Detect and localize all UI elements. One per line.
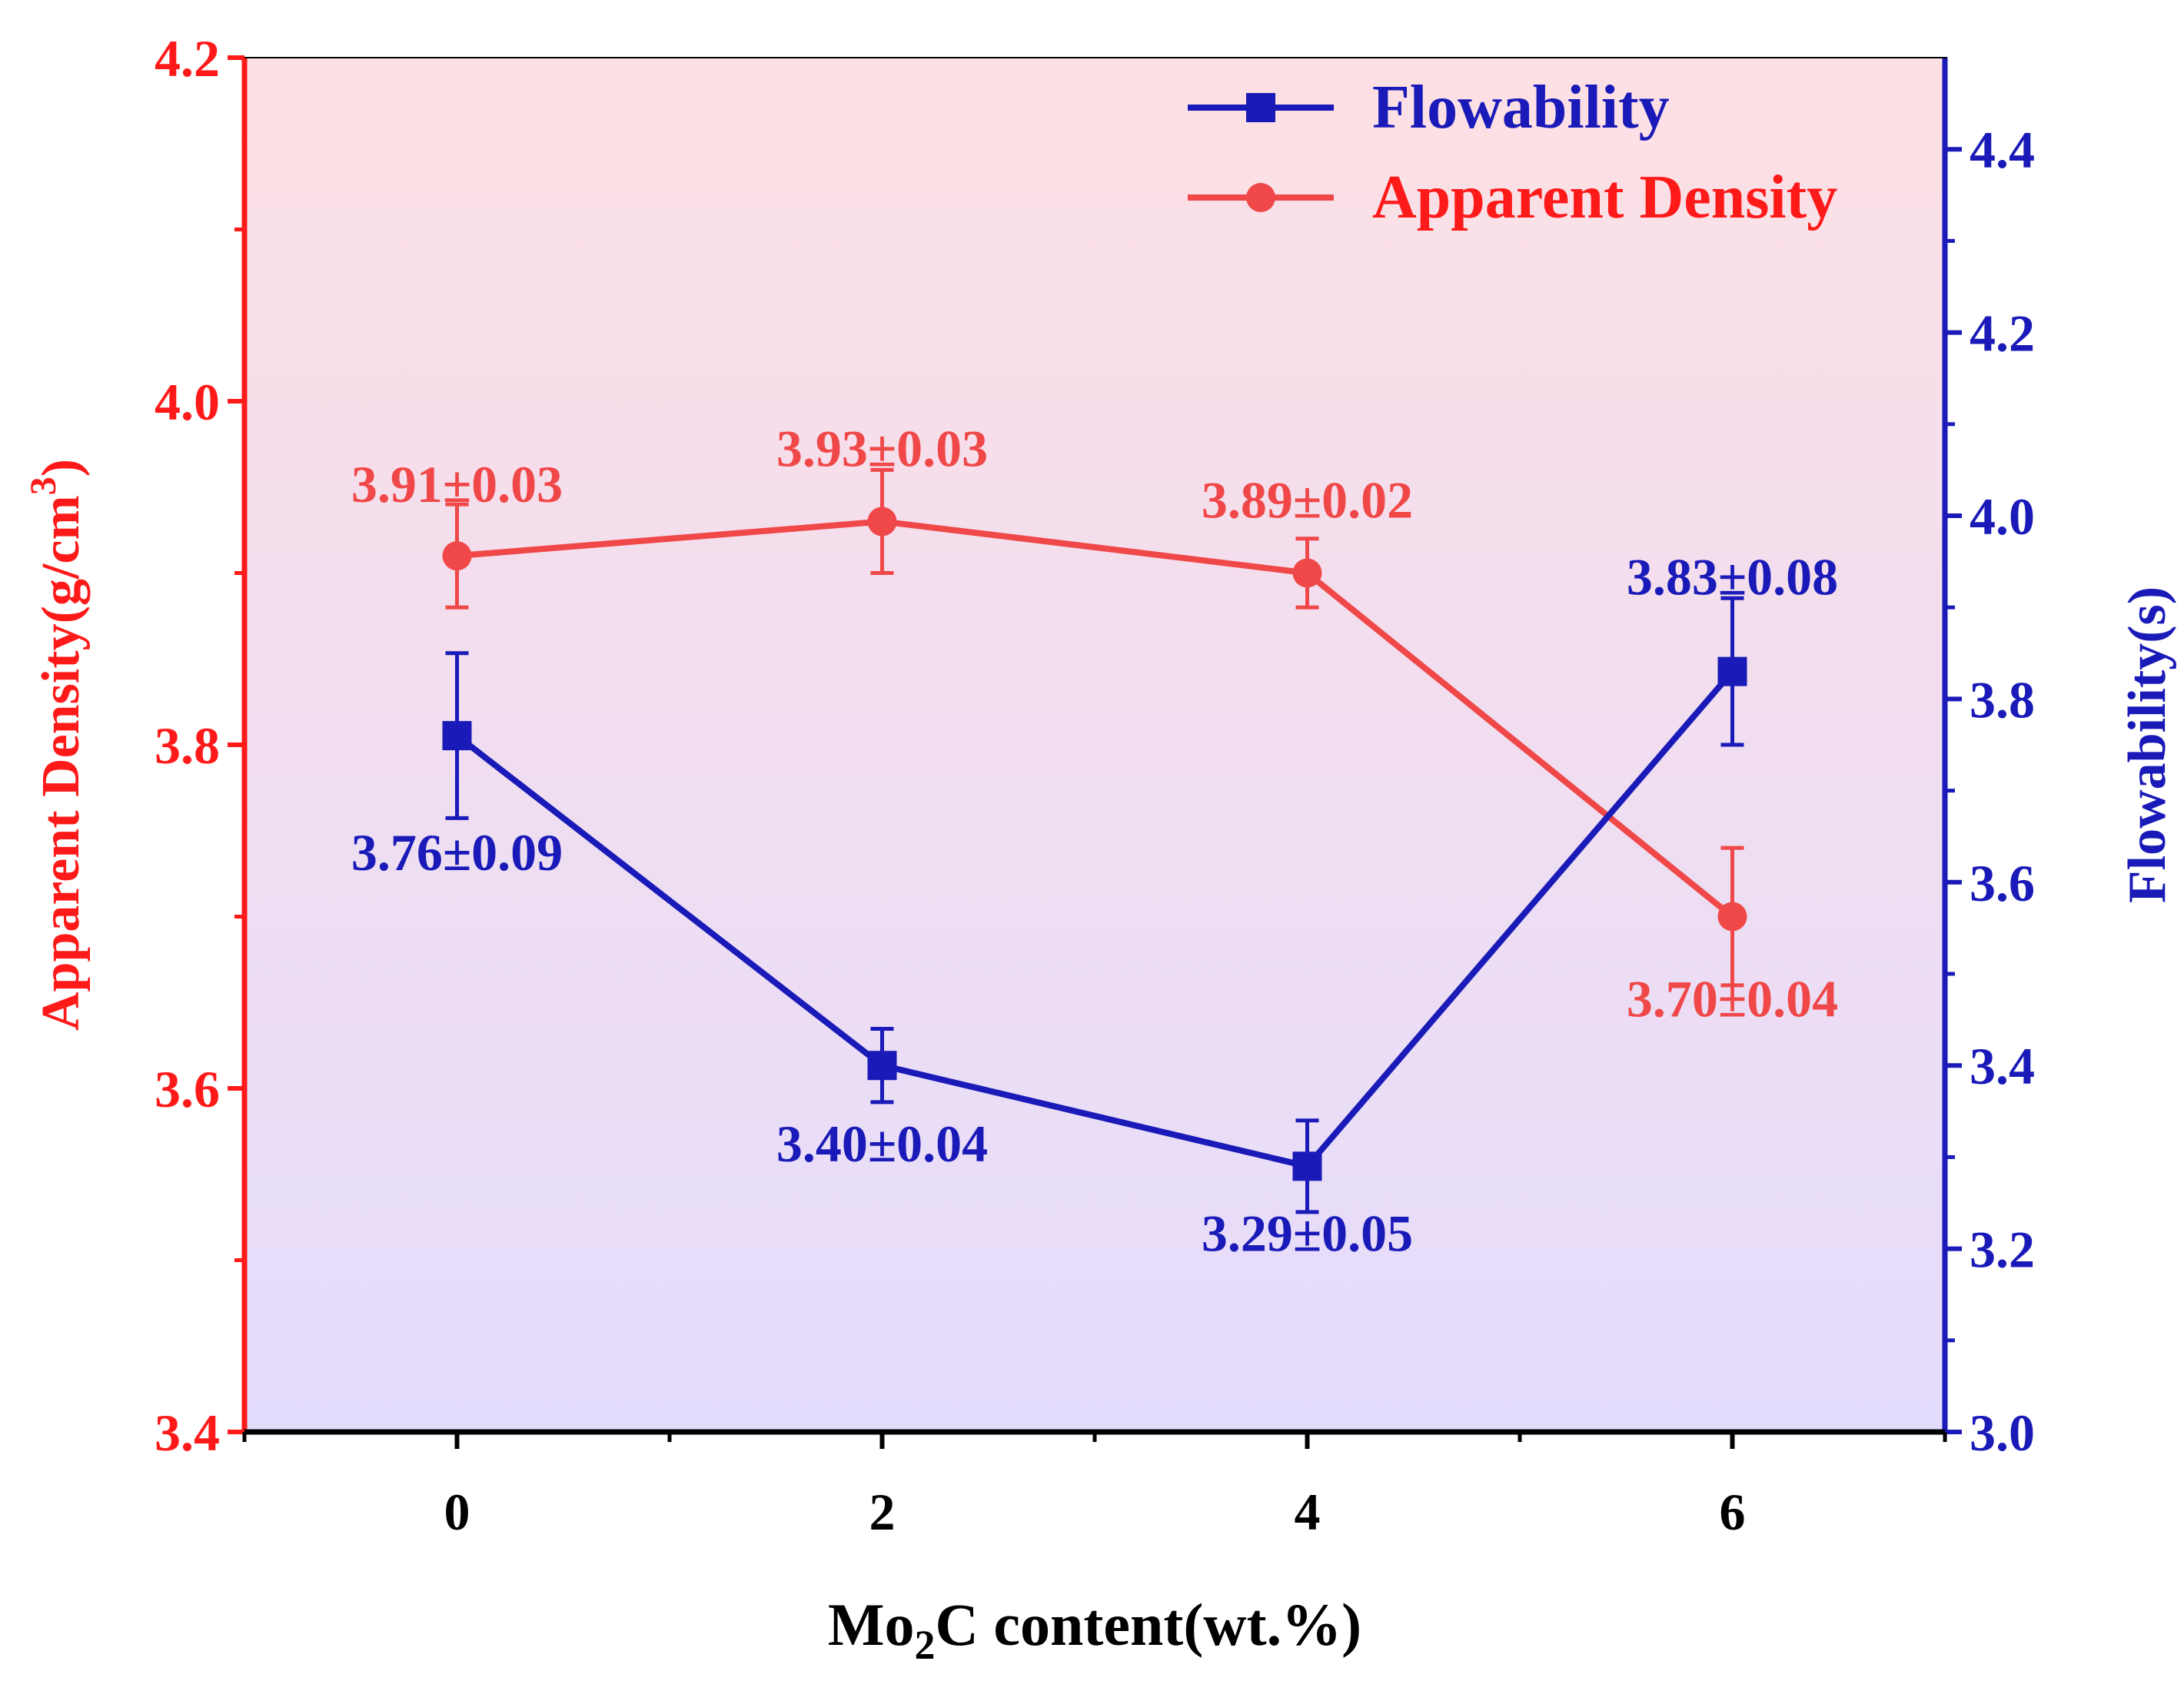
y-left-axis-label: Apparent Density(g/cm3) <box>23 459 91 1031</box>
x-tick-label: 2 <box>869 1483 896 1541</box>
x-tick-label: 4 <box>1295 1483 1321 1541</box>
flowability-data-label: 3.83±0.08 <box>1627 548 1838 606</box>
y-left-tick-label: 3.6 <box>155 1060 220 1118</box>
x-axis-label: Mo2C content(wt.%) <box>828 1591 1361 1668</box>
legend-apparent-density-label: Apparent Density <box>1372 164 1837 231</box>
plot-area <box>244 58 1945 1432</box>
flowability-marker <box>1292 1151 1322 1181</box>
y-right-axis-label: Flowability(s) <box>2118 586 2177 903</box>
y-right-tick-label: 4.2 <box>1970 304 2035 363</box>
y-left-tick-label: 4.2 <box>155 29 220 88</box>
flowability-data-label: 3.29±0.05 <box>1202 1204 1413 1262</box>
x-tick-label: 6 <box>1720 1483 1746 1541</box>
y-right-tick-label: 3.0 <box>1970 1404 2035 1462</box>
apparent-density-data-label: 3.70±0.04 <box>1627 970 1838 1028</box>
flowability-data-label: 3.40±0.04 <box>776 1115 988 1173</box>
apparent-density-data-label: 3.93±0.03 <box>776 419 988 477</box>
y-right-tick-label: 4.0 <box>1970 487 2035 546</box>
apparent-density-marker <box>1292 558 1322 588</box>
flowability-marker <box>867 1051 897 1081</box>
flowability-marker <box>442 721 472 751</box>
legend: Flowability Apparent Density <box>1188 74 1837 231</box>
y-right-tick-label: 3.2 <box>1970 1221 2035 1279</box>
flowability-data-label: 3.76±0.09 <box>351 823 563 882</box>
y-left-tick-label: 4.0 <box>155 373 220 431</box>
flowability-marker <box>1717 656 1747 686</box>
apparent-density-marker <box>1717 902 1747 932</box>
apparent-density-marker <box>867 507 897 537</box>
y-left-tick-label: 3.8 <box>155 716 220 775</box>
legend-flowability-label: Flowability <box>1372 74 1670 141</box>
y-right-tick-label: 3.6 <box>1970 854 2035 912</box>
y-right-tick-label: 3.8 <box>1970 670 2035 729</box>
apparent-density-data-label: 3.89±0.02 <box>1202 471 1413 530</box>
x-tick-label: 0 <box>444 1483 470 1541</box>
apparent-density-marker <box>442 541 472 571</box>
flowability-line <box>455 669 1735 1170</box>
legend-flowability-marker <box>1246 93 1275 122</box>
y-left-tick-label: 3.4 <box>155 1404 220 1462</box>
y-right-tick-label: 3.4 <box>1970 1037 2035 1095</box>
apparent-density-line <box>457 518 1735 919</box>
y-right-tick-label: 4.4 <box>1970 121 2035 179</box>
apparent-density-data-label: 3.91±0.03 <box>351 455 563 513</box>
legend-apparent-density-marker <box>1246 183 1275 212</box>
